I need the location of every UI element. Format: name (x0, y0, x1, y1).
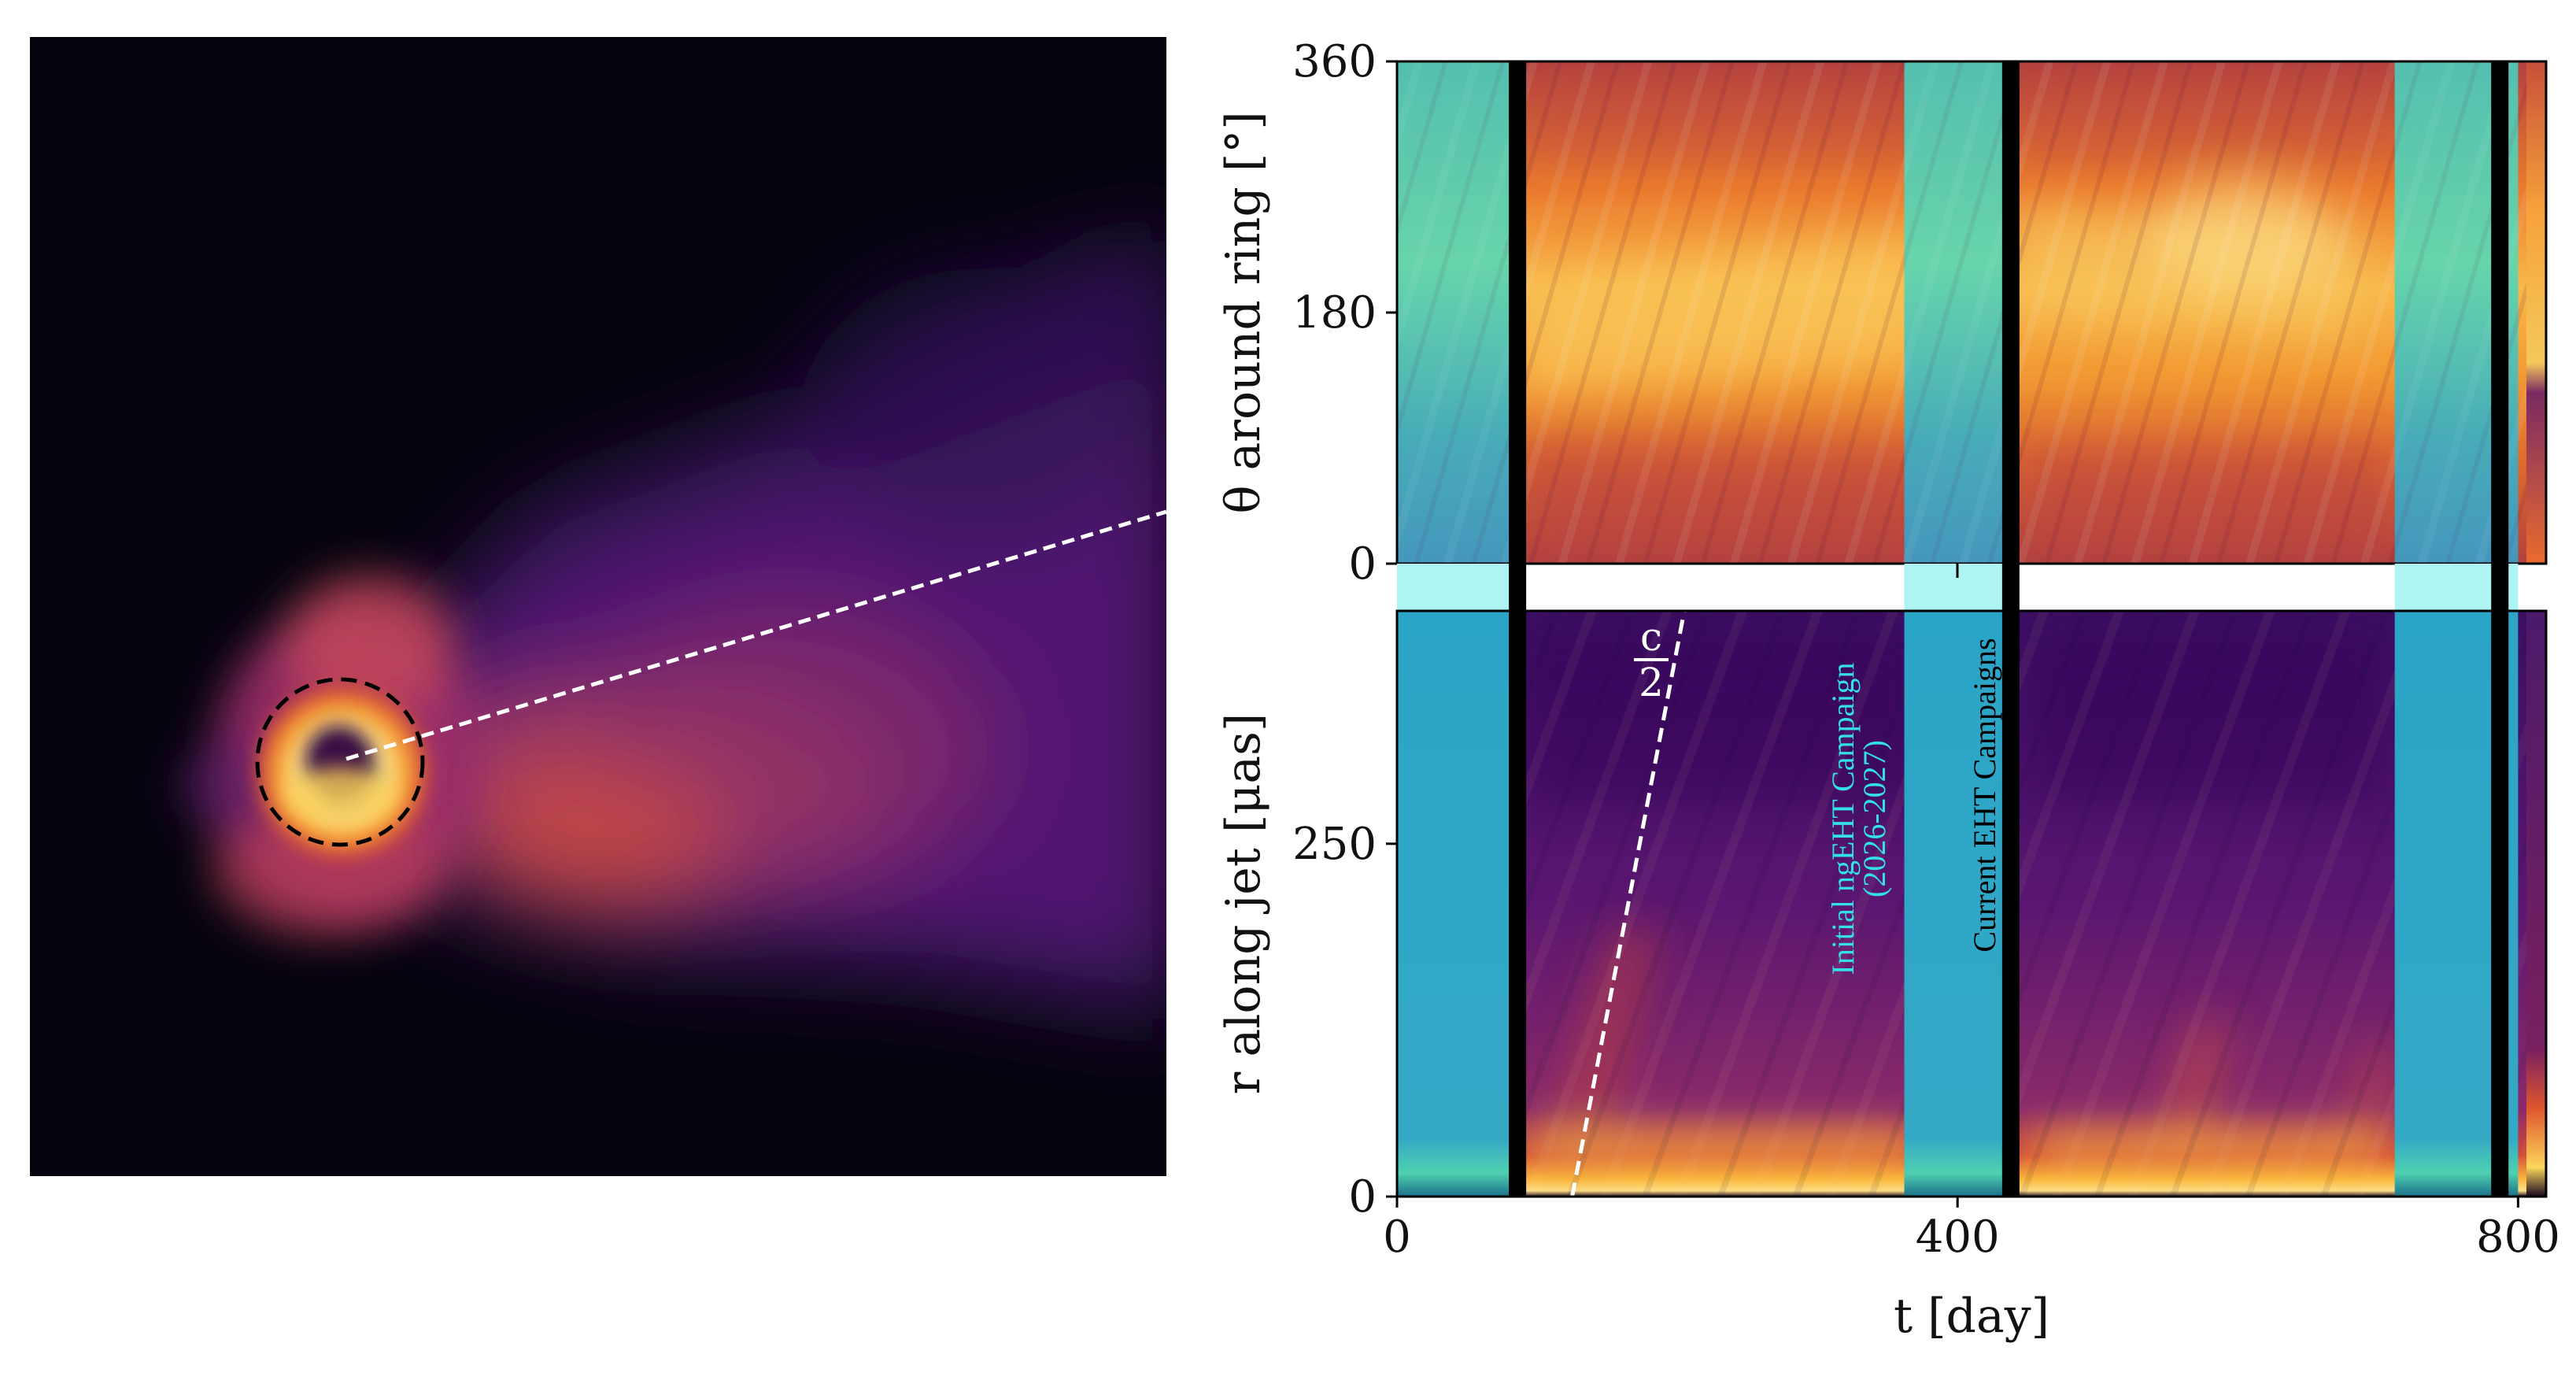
dashed-circle (255, 677, 425, 847)
theta-heatmap (1397, 61, 2546, 564)
theta-campaign-lines (1509, 61, 2509, 564)
gap-cyan-segment (1904, 564, 2007, 611)
jet-xlabel: t [day] (1894, 1289, 2049, 1344)
jet-image-panel (30, 37, 1166, 1176)
jet-colorbar-edge (2526, 611, 2545, 1197)
gap-campaign-line (2001, 564, 2020, 611)
jet-ylabel: r along jet [μas] (1216, 713, 1271, 1095)
theta-cyan-texture (1904, 61, 2007, 564)
theta-ylabel: θ around ring [°] (1216, 111, 1271, 513)
current-campaign-text: Current EHT Campaigns (1967, 638, 2002, 952)
theta-campaign-line (2001, 61, 2020, 564)
dashed-line (346, 509, 1166, 761)
theta-ytick-label: 360 (1292, 36, 1377, 87)
theta-cyan-texture (1397, 61, 1510, 564)
jet-xtick-label: 400 (1916, 1212, 2000, 1263)
axes-labels: 0 180 360 0 250 0 400 800 t [day] θ around ring [… (1216, 36, 2560, 1344)
theta-campaign-line (2491, 61, 2509, 564)
initial-campaign-label: Initial ngEHT Campaign (2026-2027) (1825, 663, 1892, 975)
jet-xtick-label: 800 (2476, 1212, 2560, 1263)
speed-denominator: 2 (1639, 660, 1664, 705)
current-campaign-label: Current EHT Campaigns (1967, 638, 2002, 952)
jet-cyan-window (1904, 611, 2007, 1197)
initial-campaign-line1: Initial ngEHT Campaign (1825, 663, 1861, 975)
jet-cyan-window (1397, 611, 1510, 1197)
theta-ytick-label: 0 (1348, 538, 1377, 590)
panel-gap-strip (1397, 564, 2519, 611)
black-hole-ring (248, 669, 437, 858)
speed-numerator: c (1640, 614, 1662, 660)
jet-campaign-line (2001, 611, 2020, 1197)
theta-campaign-line (1509, 61, 1527, 564)
initial-campaign-line2: (2026-2027) (1857, 740, 1892, 897)
speed-annotation: c 2 (1634, 614, 1669, 705)
gap-campaign-line (1509, 564, 1527, 611)
theta-ytick-label: 180 (1292, 287, 1377, 339)
jet-ytick-label: 250 (1292, 819, 1377, 870)
gap-campaign-line (2491, 564, 2509, 611)
jet-campaign-line (2491, 611, 2509, 1197)
jet-xtick-label: 0 (1383, 1212, 1411, 1263)
jet-campaign-line (1509, 611, 1527, 1197)
jet-heatmap (1397, 611, 2546, 1197)
speed-of-light-line (1570, 611, 1687, 1197)
gap-cyan-segment (1397, 564, 1510, 611)
jet-ytick-label: 0 (1348, 1171, 1377, 1223)
theta-colorbar-edge (2526, 61, 2545, 564)
jet-campaign-lines (1509, 611, 2509, 1197)
jet-glow (260, 239, 1166, 1021)
jet-axes-frame (1395, 609, 2548, 1198)
